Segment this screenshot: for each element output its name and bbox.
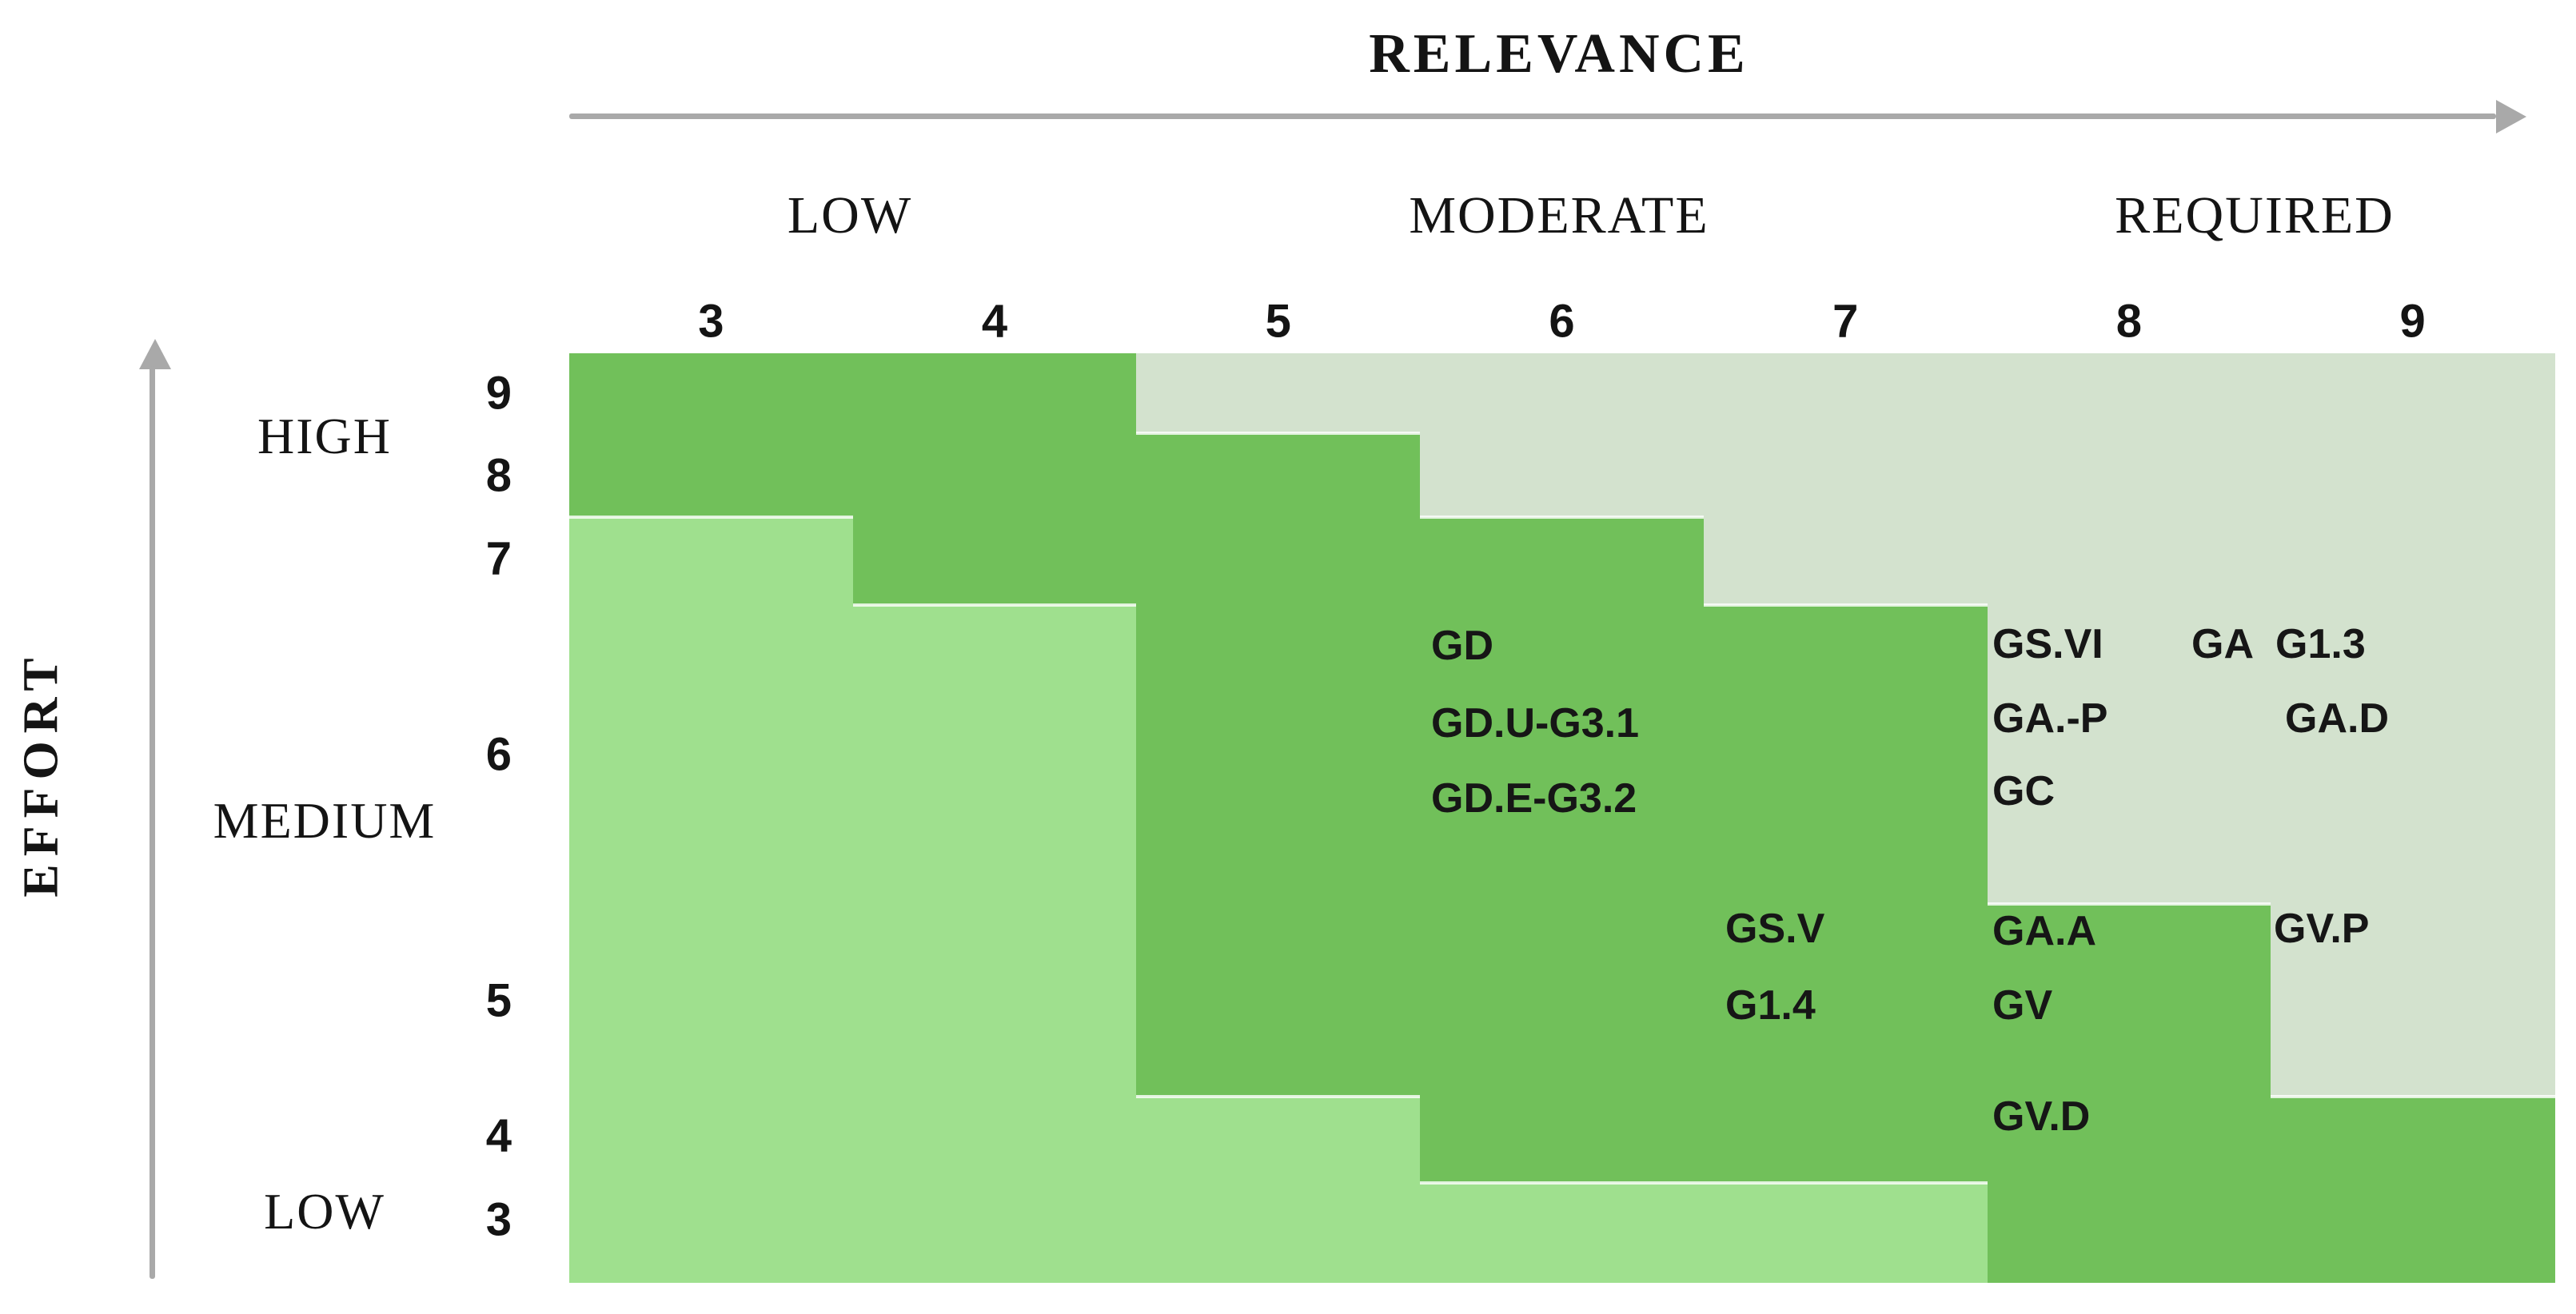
matrix-segment (852, 605, 1138, 1283)
x-axis-zone-label: MODERATE (1409, 186, 1709, 245)
y-axis-tick-label: 4 (485, 1109, 512, 1162)
y-axis-zone-label: HIGH (257, 408, 392, 464)
x-axis-tick-label: 5 (1265, 295, 1291, 348)
matrix-item-label: GV (1992, 982, 2053, 1029)
region-boundary-seam (1703, 1181, 1988, 1185)
region-boundary-seam (1136, 1095, 1422, 1098)
y-axis-tick-label: 7 (485, 532, 512, 585)
y-axis-zone-label: LOW (264, 1183, 385, 1240)
region-boundary-seam (1136, 432, 1422, 435)
matrix-item-label: GS.V (1725, 906, 1825, 952)
matrix-item-label: GA.A (1992, 908, 2096, 954)
matrix-segment (1136, 433, 1422, 1097)
x-axis-zone-label: LOW (787, 186, 913, 245)
matrix-segment (1420, 353, 1705, 517)
matrix-segment (569, 517, 854, 1283)
matrix-item-label: GD (1431, 623, 1493, 669)
matrix-item-label: GA.-P (1992, 695, 2108, 742)
matrix-segment (1987, 353, 2272, 904)
arrow-up-icon (139, 339, 171, 369)
region-boundary-seam (1703, 603, 1988, 607)
y-axis-zone-label: MEDIUM (213, 792, 437, 849)
x-axis-arrow-line (569, 113, 2496, 119)
y-axis-tick-label: 8 (485, 449, 512, 502)
matrix-item-label: GS.VI (1992, 621, 2103, 667)
matrix-segment (1703, 353, 1988, 605)
region-boundary-seam (852, 603, 1138, 607)
matrix-item-label: GD.E-G3.2 (1431, 775, 1637, 822)
matrix-segment (1703, 605, 1988, 1183)
matrix-item-label: GA (2191, 621, 2254, 667)
matrix-segment (1420, 517, 1705, 1183)
x-axis-zone-label: REQUIRED (2115, 186, 2395, 245)
x-axis-title: RELEVANCE (1369, 23, 1749, 85)
matrix-item-label: G1.4 (1725, 982, 1816, 1029)
matrix-segment (852, 353, 1138, 605)
region-boundary-seam (1987, 902, 2272, 906)
arrow-right-icon (2496, 100, 2526, 133)
matrix-item-label: G1.3 (2275, 621, 2366, 667)
y-axis-title: EFFORT (14, 650, 69, 898)
matrix-segment (1987, 904, 2272, 1283)
matrix-segment (1136, 1097, 1422, 1283)
x-axis-tick-label: 8 (2115, 295, 2143, 348)
y-axis-tick-label: 3 (485, 1193, 512, 1246)
y-axis-tick-label: 9 (485, 367, 512, 420)
x-axis-tick-label: 6 (1549, 295, 1575, 348)
x-axis-tick-label: 3 (698, 295, 724, 348)
matrix-item-label: GD.U-G3.1 (1431, 700, 1640, 747)
matrix-item-label: GV.P (2274, 906, 2370, 952)
region-boundary-seam (569, 516, 854, 519)
x-axis-tick-label: 9 (2399, 295, 2426, 348)
matrix-segment (2271, 1097, 2555, 1283)
matrix-segment (569, 353, 854, 517)
x-axis-tick-label: 7 (1832, 295, 1859, 348)
matrix-item-label: GV.D (1992, 1093, 2091, 1140)
y-axis-tick-label: 6 (485, 728, 512, 781)
region-boundary-seam (2271, 1095, 2555, 1098)
matrix-item-label: GA.D (2285, 695, 2389, 742)
y-axis-arrow-line (150, 366, 155, 1279)
region-boundary-seam (1420, 516, 1705, 519)
matrix-segment (1703, 1183, 1988, 1283)
matrix-segment (2271, 353, 2555, 1097)
matrix-item-label: GC (1992, 768, 2055, 814)
y-axis-tick-label: 5 (485, 974, 512, 1027)
matrix-segment (1136, 353, 1422, 433)
matrix-segment (1420, 1183, 1705, 1283)
x-axis-tick-label: 4 (981, 295, 1008, 348)
region-boundary-seam (1420, 1181, 1705, 1185)
